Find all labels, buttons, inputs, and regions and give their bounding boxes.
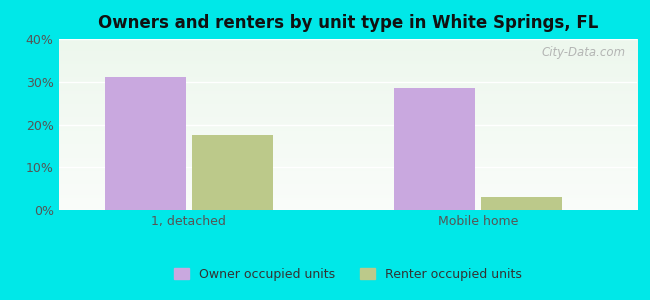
Bar: [192, 135, 272, 210]
Title: Owners and renters by unit type in White Springs, FL: Owners and renters by unit type in White…: [98, 14, 598, 32]
Legend: Owner occupied units, Renter occupied units: Owner occupied units, Renter occupied un…: [169, 263, 526, 286]
Bar: [105, 77, 186, 210]
Bar: [394, 88, 475, 210]
Text: City-Data.com: City-Data.com: [541, 46, 625, 59]
Bar: [481, 197, 562, 210]
